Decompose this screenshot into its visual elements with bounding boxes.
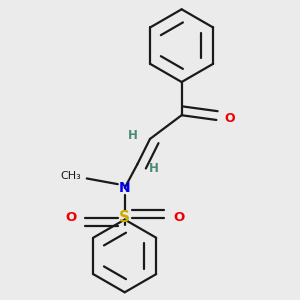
Text: O: O bbox=[224, 112, 235, 125]
Text: CH₃: CH₃ bbox=[60, 171, 81, 181]
Text: O: O bbox=[173, 212, 184, 224]
Text: N: N bbox=[119, 181, 130, 195]
Text: S: S bbox=[119, 211, 130, 226]
Text: O: O bbox=[65, 212, 76, 224]
Text: H: H bbox=[149, 161, 159, 175]
Text: H: H bbox=[128, 129, 138, 142]
